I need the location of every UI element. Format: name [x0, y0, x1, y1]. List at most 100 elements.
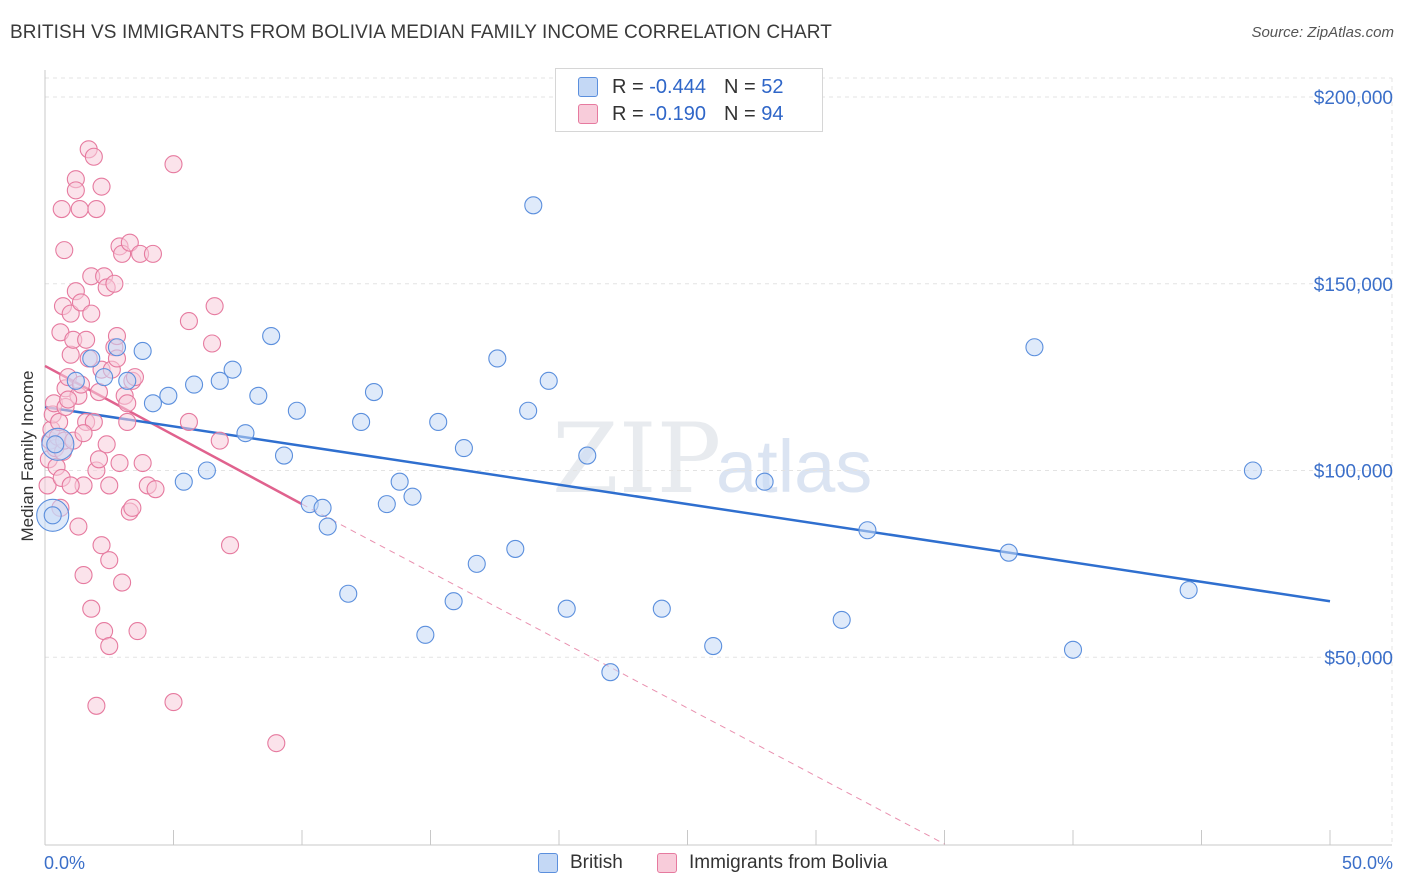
- bolivia-point: [87, 200, 106, 219]
- british-point: [159, 386, 178, 405]
- y-tick-labels: $50,000 $100,000 $150,000 $200,000: [1314, 88, 1393, 669]
- british-point: [43, 506, 62, 525]
- bolivia-point: [87, 696, 106, 715]
- bolivia-point: [203, 334, 222, 353]
- british-point: [174, 472, 193, 491]
- british-point: [46, 435, 65, 454]
- british-point: [210, 371, 229, 390]
- x-tick-label-min: 0.0%: [44, 853, 85, 873]
- bolivia-point: [100, 551, 119, 570]
- series-legend-bolivia[interactable]: Immigrants from Bolivia: [657, 852, 888, 874]
- bolivia-point: [82, 599, 101, 618]
- bolivia-point: [66, 181, 85, 200]
- legend-n-value-british: 52: [761, 75, 784, 98]
- british-point: [66, 371, 85, 390]
- source-label: Source: ZipAtlas.com: [1251, 24, 1394, 41]
- british-points: [36, 196, 1262, 682]
- bolivia-point: [92, 177, 111, 196]
- bolivia-point: [110, 453, 129, 473]
- british-point: [519, 401, 538, 420]
- british-point: [1243, 461, 1262, 480]
- british-point: [377, 495, 396, 514]
- british-point: [506, 539, 525, 558]
- british-point: [704, 636, 723, 656]
- bolivia-point: [210, 431, 229, 450]
- bolivia-point: [59, 390, 78, 409]
- bolivia-point: [118, 412, 137, 431]
- bolivia-trend-extension: [301, 503, 945, 845]
- bolivia-point: [84, 147, 103, 166]
- legend-r-value-british: -0.444: [649, 75, 706, 98]
- bolivia-point: [61, 476, 80, 495]
- british-point: [197, 461, 216, 480]
- legend-r-value-bolivia: -0.190: [649, 102, 706, 125]
- british-point: [1025, 338, 1044, 357]
- british-point: [652, 599, 671, 618]
- legend-row-bolivia: R = -0.190 N = 94: [578, 102, 783, 126]
- series-legend-label-british: British: [570, 852, 623, 873]
- x-tick-label-max: 50.0%: [1342, 853, 1393, 873]
- bolivia-point: [82, 304, 101, 323]
- series-legend-british[interactable]: British: [538, 852, 623, 874]
- bolivia-point: [70, 200, 89, 219]
- british-point: [262, 326, 281, 346]
- british-point: [352, 412, 371, 431]
- series-swatch-bolivia: [657, 853, 677, 873]
- british-point: [133, 341, 152, 361]
- bolivia-point: [164, 693, 183, 712]
- bolivia-point: [123, 498, 142, 517]
- british-point: [858, 521, 877, 540]
- series-swatch-british: [538, 853, 558, 873]
- bolivia-point: [52, 200, 71, 219]
- british-point: [488, 349, 507, 368]
- british-point: [223, 360, 242, 379]
- british-point: [755, 472, 774, 491]
- bolivia-point: [105, 274, 124, 293]
- british-point: [444, 592, 463, 611]
- bolivia-point: [113, 573, 132, 592]
- british-point: [249, 386, 268, 405]
- british-point: [236, 424, 255, 443]
- watermark-zip-text: ZIP: [552, 403, 721, 515]
- bolivia-point: [267, 734, 286, 753]
- legend-swatch-british: [578, 77, 598, 97]
- bolivia-point: [179, 412, 198, 431]
- british-trend-line: [44, 405, 1331, 603]
- watermark-atlas-text: atlas: [716, 425, 872, 508]
- bolivia-point: [74, 566, 93, 585]
- british-point: [95, 368, 114, 387]
- british-point: [403, 487, 422, 506]
- bolivia-point: [164, 155, 183, 174]
- british-point: [524, 196, 543, 215]
- british-point: [107, 338, 127, 357]
- british-point: [1063, 640, 1083, 659]
- bolivia-point: [120, 233, 139, 252]
- bolivia-point: [77, 330, 96, 349]
- british-point: [274, 446, 294, 465]
- british-point: [82, 349, 101, 368]
- bolivia-point: [179, 312, 198, 331]
- bolivia-point: [38, 476, 57, 495]
- y-tick-label: $100,000: [1314, 462, 1393, 483]
- bolivia-point: [61, 304, 80, 323]
- british-point: [1179, 580, 1198, 600]
- legend-r-label: R =: [612, 102, 644, 125]
- zipatlas-watermark: ZIP atlas: [552, 403, 872, 515]
- legend-n-value-bolivia: 94: [761, 102, 784, 125]
- british-point: [143, 394, 162, 413]
- british-point: [185, 375, 204, 394]
- bolivia-point: [220, 536, 240, 555]
- british-point: [454, 439, 473, 458]
- legend-n-label: N =: [723, 75, 756, 98]
- british-point: [313, 498, 332, 517]
- bolivia-point: [55, 241, 74, 260]
- british-point: [578, 446, 597, 465]
- legend-n-label: N =: [723, 102, 756, 125]
- bolivia-point: [205, 297, 224, 316]
- british-point: [557, 599, 576, 618]
- series-legend: British Immigrants from Bolivia: [0, 852, 1406, 878]
- series-legend-label-bolivia: Immigrants from Bolivia: [689, 852, 888, 873]
- british-point: [416, 625, 435, 644]
- bolivia-point: [84, 412, 103, 431]
